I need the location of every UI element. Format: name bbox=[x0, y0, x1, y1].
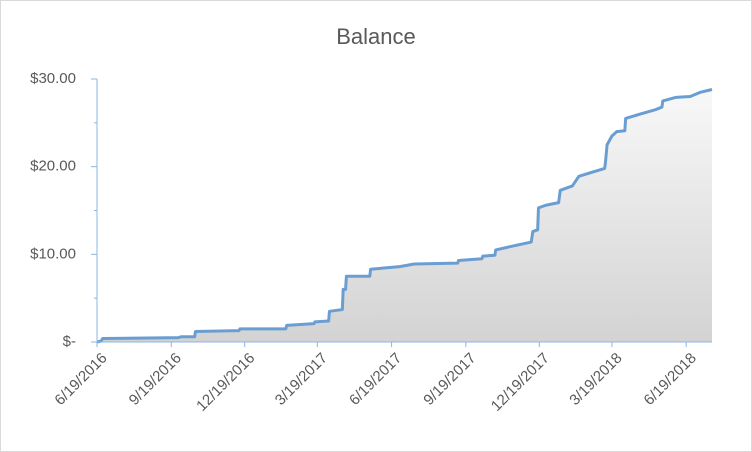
chart-title: Balance bbox=[336, 24, 416, 49]
y-tick-label: $- bbox=[63, 333, 76, 350]
y-tick-label: $20.00 bbox=[30, 158, 76, 175]
area-line bbox=[96, 88, 713, 344]
y-tick-label: $10.00 bbox=[30, 245, 76, 262]
area-fill bbox=[97, 89, 712, 343]
y-tick-label: $30.00 bbox=[30, 70, 76, 87]
